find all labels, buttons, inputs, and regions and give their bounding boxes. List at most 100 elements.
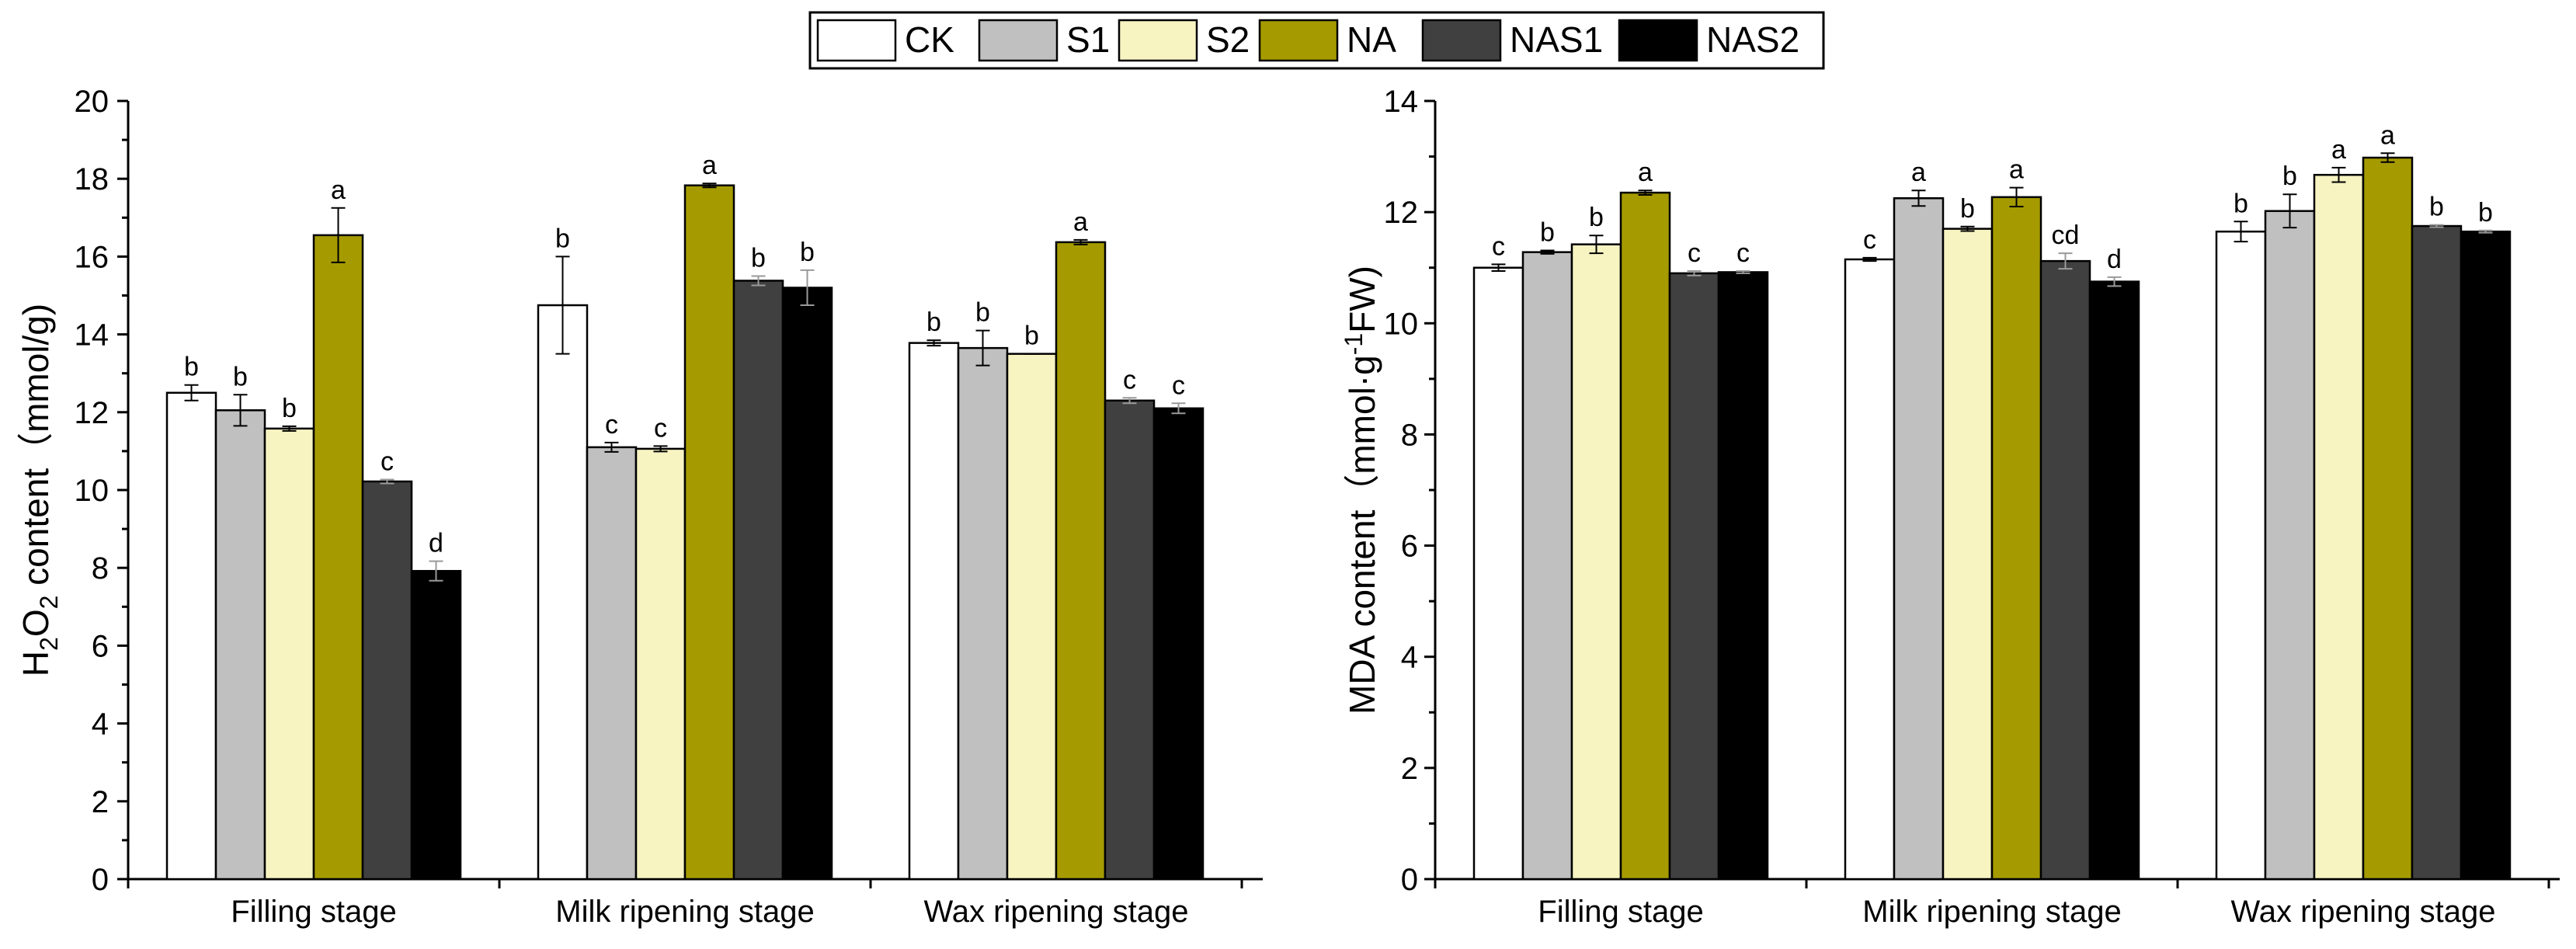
y-tick-label: 12 xyxy=(1384,196,1419,230)
bar xyxy=(1619,191,1671,881)
legend-label: CK xyxy=(905,19,954,60)
significance-letter: b xyxy=(184,353,199,382)
significance-letter: b xyxy=(800,238,815,267)
chart-panel-1: 0 2 4 6 8 10 12 14 16 18 20 Filling stage Milk ripen… xyxy=(16,85,1263,929)
error-bar xyxy=(1736,270,1750,274)
error-bar xyxy=(1171,402,1186,415)
error-bar xyxy=(1638,189,1653,196)
error-bar xyxy=(926,339,941,347)
error-bar xyxy=(2058,252,2073,270)
significance-letter: cd xyxy=(2052,221,2080,250)
legend-item: NA xyxy=(1258,19,1396,62)
bar xyxy=(361,480,413,881)
error-bar xyxy=(1073,238,1088,245)
bar xyxy=(2460,230,2512,881)
bar xyxy=(1521,251,1573,881)
error-bar xyxy=(331,207,346,263)
bar xyxy=(781,287,833,881)
significance-letter: a xyxy=(702,151,717,180)
legend-item: S1 xyxy=(978,19,1110,62)
y-tick-label: 14 xyxy=(75,318,110,353)
error-bar xyxy=(429,560,443,582)
error-bar xyxy=(282,425,297,432)
significance-letter: b xyxy=(282,394,297,423)
significance-letter: b xyxy=(1024,322,1039,351)
bar xyxy=(1668,272,1720,881)
bar xyxy=(2362,156,2414,881)
bar xyxy=(1104,399,1156,881)
significance-letter: b xyxy=(233,362,248,391)
significance-letter: d xyxy=(2107,245,2122,274)
bar xyxy=(1055,241,1107,881)
error-bar xyxy=(555,255,570,355)
error-bar xyxy=(2331,166,2346,183)
x-category-label: Wax ripening stage xyxy=(924,895,1189,929)
significance-letter: b xyxy=(555,224,570,253)
significance-letter: a xyxy=(2009,155,2024,185)
legend-label: S1 xyxy=(1066,19,1110,60)
significance-letter: a xyxy=(1073,207,1088,237)
x-category-label: Wax ripening stage xyxy=(2231,895,2496,929)
bar xyxy=(732,280,784,881)
legend-swatch xyxy=(816,19,897,62)
error-bar xyxy=(2234,221,2248,243)
bar xyxy=(683,184,735,881)
y-tick-label: 2 xyxy=(1401,752,1418,786)
error-bar xyxy=(1911,189,1926,207)
error-bar xyxy=(1122,397,1137,405)
bar xyxy=(1717,271,1769,881)
significance-letter: a xyxy=(2331,135,2346,165)
bar xyxy=(1990,196,2042,881)
legend-swatch xyxy=(1421,19,1502,62)
legend-label: NAS2 xyxy=(1706,19,1799,60)
legend-swatch xyxy=(978,19,1059,62)
bar xyxy=(312,234,364,881)
legend-item: NAS1 xyxy=(1421,19,1603,62)
significance-letter: b xyxy=(2429,193,2444,222)
error-bar xyxy=(380,478,395,485)
y-tick-label: 4 xyxy=(1401,641,1418,675)
bar xyxy=(908,342,960,881)
significance-letter: a xyxy=(2380,120,2395,150)
significance-letter: b xyxy=(2478,198,2493,228)
significance-letter: a xyxy=(1911,158,1926,187)
error-bar xyxy=(604,441,619,453)
significance-letter: c xyxy=(1492,231,1505,261)
legend-item: NAS2 xyxy=(1618,19,1799,62)
y-axis-title: MDA content（mmol·g-1FW) xyxy=(1340,266,1382,714)
significance-letter: c xyxy=(1688,238,1701,268)
error-bar xyxy=(184,384,199,402)
x-category-label: Filling stage xyxy=(1538,895,1703,929)
bar xyxy=(1942,228,1994,881)
significance-letter: d xyxy=(429,529,443,558)
error-bar xyxy=(2282,193,2297,229)
bar xyxy=(1152,407,1205,881)
error-bar xyxy=(2380,152,2395,163)
error-bar xyxy=(1589,235,1604,255)
error-bar xyxy=(751,275,766,287)
significance-letter: c xyxy=(1172,370,1185,400)
significance-letter: b xyxy=(975,298,990,328)
significance-letter: b xyxy=(1589,203,1604,232)
significance-letter: a xyxy=(331,176,346,205)
bar xyxy=(2264,210,2316,881)
error-bar xyxy=(702,182,717,189)
legend-label: NAS1 xyxy=(1510,19,1603,60)
legend: CK S1 S2 NA NAS1 NAS2 xyxy=(808,11,1825,70)
y-tick-label: 8 xyxy=(1401,418,1418,452)
y-tick-label: 14 xyxy=(1384,85,1419,119)
error-bar xyxy=(1960,225,1975,232)
legend-item: S2 xyxy=(1118,19,1250,62)
bar xyxy=(537,304,589,881)
x-category-label: Milk ripening stage xyxy=(1862,895,2122,929)
error-bar xyxy=(233,394,248,427)
y-tick-label: 0 xyxy=(92,863,109,897)
y-tick-label: 16 xyxy=(75,240,110,274)
significance-letter: b xyxy=(2234,189,2248,218)
y-tick-label: 6 xyxy=(92,629,109,663)
y-tick-label: 0 xyxy=(1401,863,1418,897)
bar xyxy=(2215,230,2267,881)
significance-letter: c xyxy=(1123,365,1136,395)
chart-panel-2: 0 2 4 6 8 10 12 14 Filling stage Milk ripening st… xyxy=(1340,85,2560,929)
significance-letter: b xyxy=(1540,218,1555,248)
